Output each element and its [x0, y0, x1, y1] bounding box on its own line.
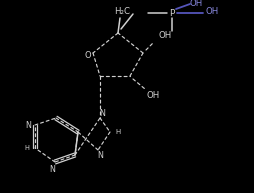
Text: P: P [169, 8, 174, 18]
Text: H: H [24, 145, 29, 151]
Text: OH: OH [204, 8, 218, 16]
Text: H: H [115, 129, 120, 135]
Text: H₂C: H₂C [114, 7, 130, 15]
Text: OH: OH [189, 0, 202, 8]
Text: O: O [84, 51, 91, 59]
Text: N: N [99, 109, 105, 119]
Text: N: N [49, 164, 55, 174]
Text: OH: OH [158, 30, 171, 40]
Text: N: N [25, 120, 31, 130]
Text: OH: OH [146, 91, 159, 100]
Text: N: N [97, 151, 103, 159]
